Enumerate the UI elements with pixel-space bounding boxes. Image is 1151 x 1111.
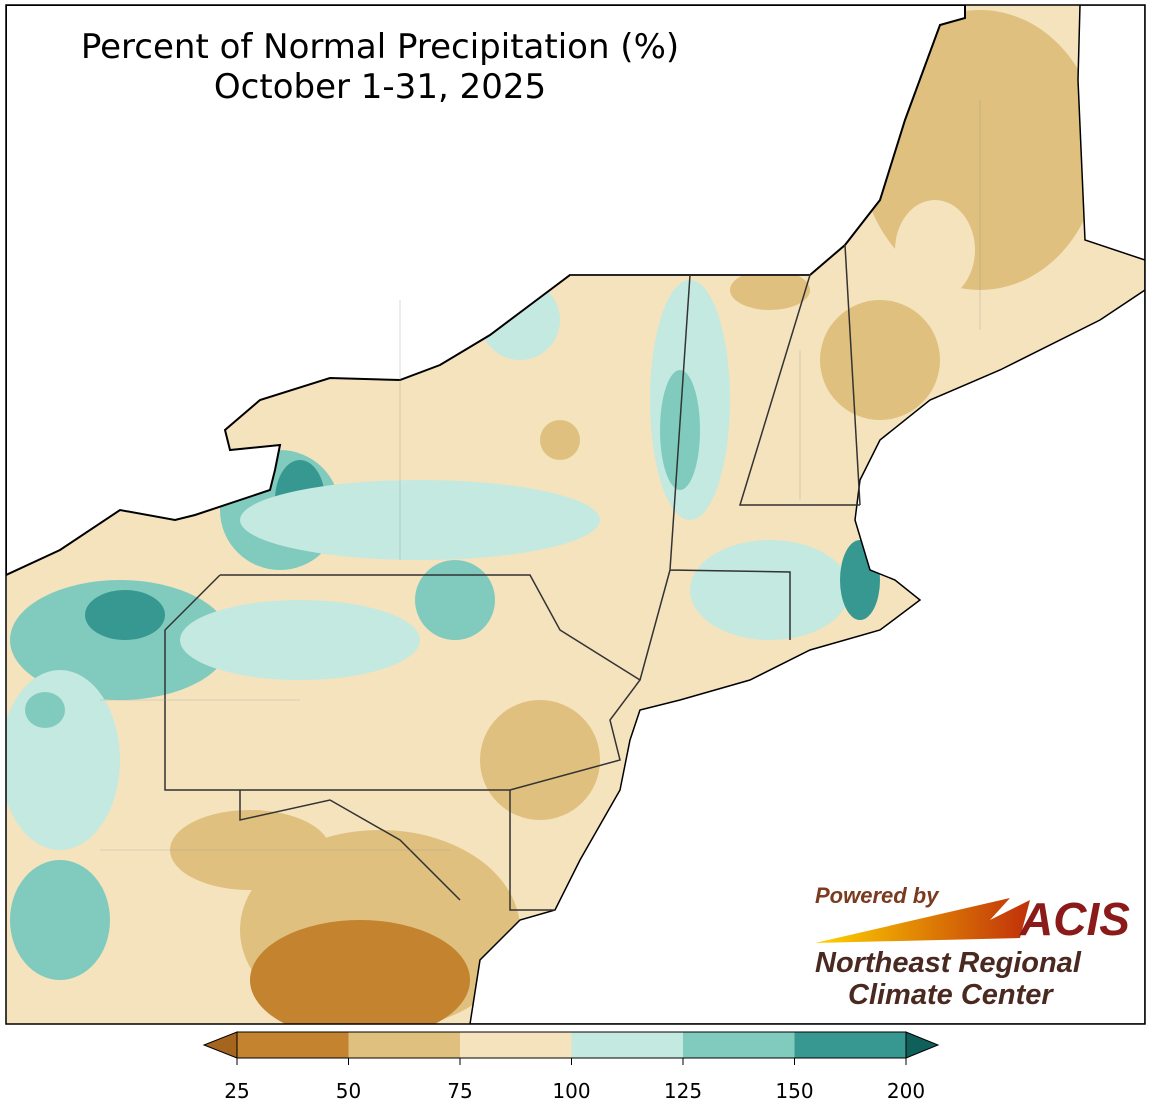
logo-powered: Powered by <box>815 883 940 908</box>
colorbar-tick-label: 125 <box>664 1079 702 1103</box>
map-frame <box>5 4 1146 1025</box>
logo-name: ACIS <box>1019 893 1130 945</box>
map <box>6 5 1145 1024</box>
colorbar-segment <box>571 1032 683 1058</box>
colorbar-segment <box>237 1032 349 1058</box>
canada-and-lakes <box>6 5 966 577</box>
colorbar-segment <box>683 1032 795 1058</box>
map-title: Percent of Normal Precipitation (%) <box>81 27 679 67</box>
colorbar-tick-label: 200 <box>887 1079 925 1103</box>
state-border <box>164 574 642 791</box>
logo-swoosh <box>815 898 1030 943</box>
map-subtitle: October 1-31, 2025 <box>214 67 546 107</box>
colorbar-under <box>202 1031 238 1059</box>
acis-logo: Powered by ACIS Northeast Regional Clima… <box>815 883 1130 1011</box>
colorbar-segment <box>794 1032 906 1058</box>
colorbar-tick-label: 50 <box>336 1079 361 1103</box>
logo-line2: Climate Center <box>848 979 1054 1011</box>
ocean <box>469 5 1145 1024</box>
county-border <box>100 100 981 851</box>
colorbar-tick-label: 75 <box>447 1079 472 1103</box>
colorbar-segment <box>460 1032 572 1058</box>
colorbar-tick-label: 100 <box>552 1079 590 1103</box>
state-border <box>239 244 861 911</box>
colorbar-tick-label: 25 <box>224 1079 249 1103</box>
colorbar: 25 50 75 100 125 150 200 <box>202 1031 940 1103</box>
logo-line1: Northeast Regional <box>815 947 1082 979</box>
colorbar-segment <box>348 1032 460 1058</box>
colorbar-tick-label: 150 <box>775 1079 813 1103</box>
colorbar-over <box>905 1031 940 1059</box>
